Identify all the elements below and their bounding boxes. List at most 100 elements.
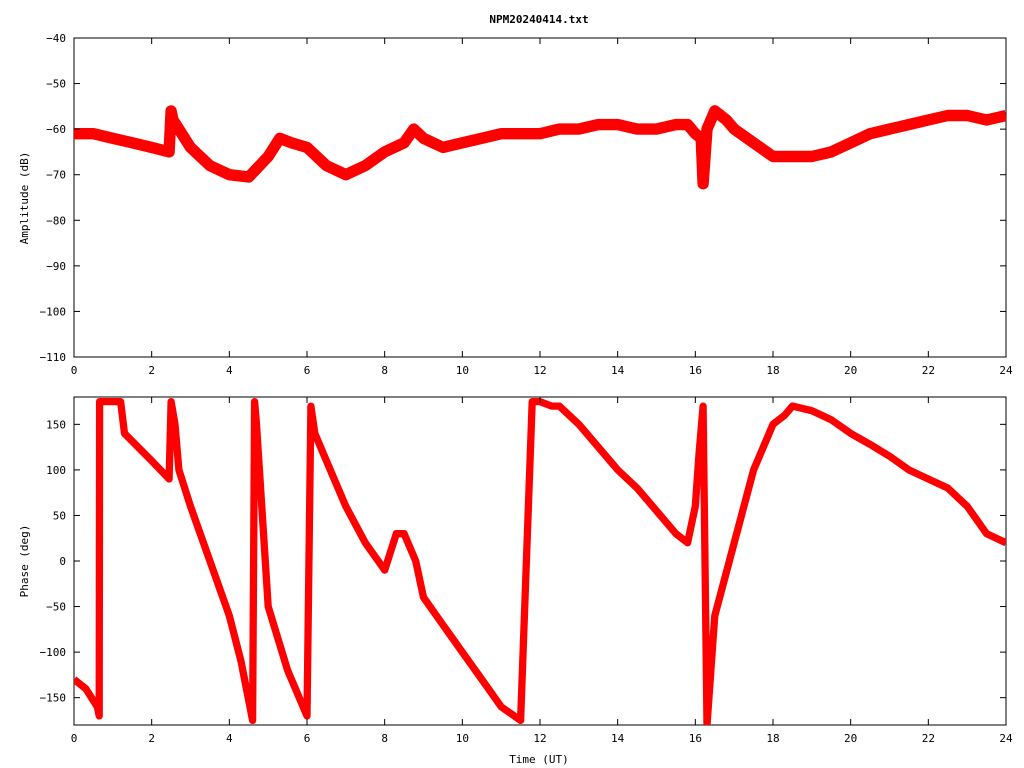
phase-data-point xyxy=(414,559,417,563)
phase-data-point xyxy=(441,623,445,626)
amplitude-data-point xyxy=(412,127,415,131)
amplitude-data-point xyxy=(383,150,386,154)
phase-data-point xyxy=(96,705,99,708)
amplitude-x-tick-label: 4 xyxy=(226,364,233,377)
amplitude-data-point xyxy=(965,114,969,117)
amplitude-data-point xyxy=(725,118,728,122)
amplitude-data-point xyxy=(228,173,231,176)
phase-data-point xyxy=(771,423,775,426)
phase-data-point xyxy=(927,477,930,481)
phase-data-point xyxy=(946,486,949,490)
amplitude-data-point xyxy=(907,123,911,126)
phase-data-point xyxy=(791,404,794,408)
amplitude-x-tick-label: 12 xyxy=(533,364,546,377)
amplitude-data-point xyxy=(946,114,949,117)
amplitude-data-point xyxy=(171,118,175,122)
phase-data-point xyxy=(701,404,705,408)
phase-x-tick-label: 0 xyxy=(71,732,78,745)
phase-data-point xyxy=(698,450,701,453)
amplitude-data-point xyxy=(1004,114,1006,117)
phase-data-point xyxy=(1004,541,1006,544)
amplitude-data-point xyxy=(74,132,76,135)
phase-data-point xyxy=(253,400,256,403)
amplitude-data-point xyxy=(167,150,171,154)
phase-data-point xyxy=(655,509,658,513)
phase-data-point xyxy=(732,541,736,544)
amplitude-data-point xyxy=(771,155,775,158)
amplitude-data-point xyxy=(111,137,115,140)
amplitude-series xyxy=(74,105,1006,190)
amplitude-data-point xyxy=(519,132,522,135)
amplitude-y-axis-label: Amplitude (dB) xyxy=(18,152,31,245)
amplitude-data-point xyxy=(422,137,425,140)
amplitude-x-tick-label: 22 xyxy=(922,364,935,377)
chart-title: NPM20240414.txt xyxy=(489,13,588,26)
amplitude-data-point xyxy=(694,132,697,135)
amplitude-y-tick-label: −40 xyxy=(46,32,66,45)
amplitude-data-point xyxy=(499,132,503,135)
phase-y-tick-label: −50 xyxy=(46,601,66,614)
phase-x-tick-label: 4 xyxy=(226,732,233,745)
phase-data-point xyxy=(674,532,678,535)
amplitude-data-point xyxy=(247,175,250,179)
phase-data-point xyxy=(616,468,619,472)
amplitude-x-tick-label: 2 xyxy=(148,364,155,377)
amplitude-y-tick-label: −70 xyxy=(46,169,66,182)
amplitude-series-line xyxy=(74,105,1006,190)
phase-x-tick-label: 8 xyxy=(381,732,388,745)
amplitude-x-tick-label: 24 xyxy=(999,364,1013,377)
amplitude-data-point xyxy=(674,123,678,126)
amplitude-y-tick-label: −90 xyxy=(46,260,66,273)
amplitude-data-point xyxy=(732,127,736,131)
phase-data-point xyxy=(266,605,270,608)
amplitude-data-point xyxy=(208,164,212,167)
phase-x-tick-label: 12 xyxy=(533,732,546,745)
amplitude-data-point xyxy=(985,118,988,122)
amplitude-y-tick-label: −100 xyxy=(40,305,67,318)
amplitude-data-point xyxy=(480,137,483,140)
amplitude-data-point xyxy=(701,182,705,186)
phase-data-point xyxy=(597,445,600,449)
phase-x-tick-label: 6 xyxy=(304,732,311,745)
amplitude-data-point xyxy=(888,127,891,131)
amplitude-data-point xyxy=(325,164,328,167)
phase-data-point xyxy=(255,423,258,426)
phase-data-point xyxy=(309,404,313,408)
phase-data-point xyxy=(167,477,171,481)
phase-data-point xyxy=(74,678,76,681)
amplitude-data-point xyxy=(290,141,293,145)
phase-data-point xyxy=(711,641,715,645)
phase-data-point xyxy=(519,719,522,722)
phase-y-tick-label: 50 xyxy=(53,509,66,522)
phase-data-point xyxy=(558,404,561,408)
phase-data-point xyxy=(150,459,153,462)
amplitude-plot-frame xyxy=(73,37,1007,358)
phase-data-point xyxy=(422,596,425,599)
amplitude-data-point xyxy=(558,127,561,131)
amplitude-y-tick-label: −50 xyxy=(46,78,66,91)
phase-data-point xyxy=(119,400,122,403)
phase-data-point xyxy=(965,505,969,508)
phase-data-point xyxy=(810,409,814,412)
amplitude-data-point xyxy=(131,141,134,145)
phase-data-point xyxy=(480,678,483,681)
amplitude-data-point xyxy=(791,155,794,158)
amplitude-data-point xyxy=(441,146,445,149)
amplitude-data-point xyxy=(169,109,173,113)
phase-data-point xyxy=(868,443,872,446)
phase-data-point xyxy=(531,400,534,403)
amplitude-data-point xyxy=(849,141,852,145)
phase-data-point xyxy=(344,505,348,508)
amplitude-data-point xyxy=(705,127,709,131)
phase-x-tick-label: 16 xyxy=(689,732,702,745)
phase-data-point xyxy=(705,723,709,725)
amplitude-data-point xyxy=(538,132,542,135)
amplitude-y-tick-label: −80 xyxy=(46,214,66,227)
phase-x-tick-label: 14 xyxy=(611,732,625,745)
phase-data-point xyxy=(395,532,398,535)
phase-data-point xyxy=(208,559,212,563)
amplitude-x-tick-label: 0 xyxy=(71,364,78,377)
amplitude-data-point xyxy=(927,118,930,122)
phase-data-point xyxy=(709,669,713,672)
